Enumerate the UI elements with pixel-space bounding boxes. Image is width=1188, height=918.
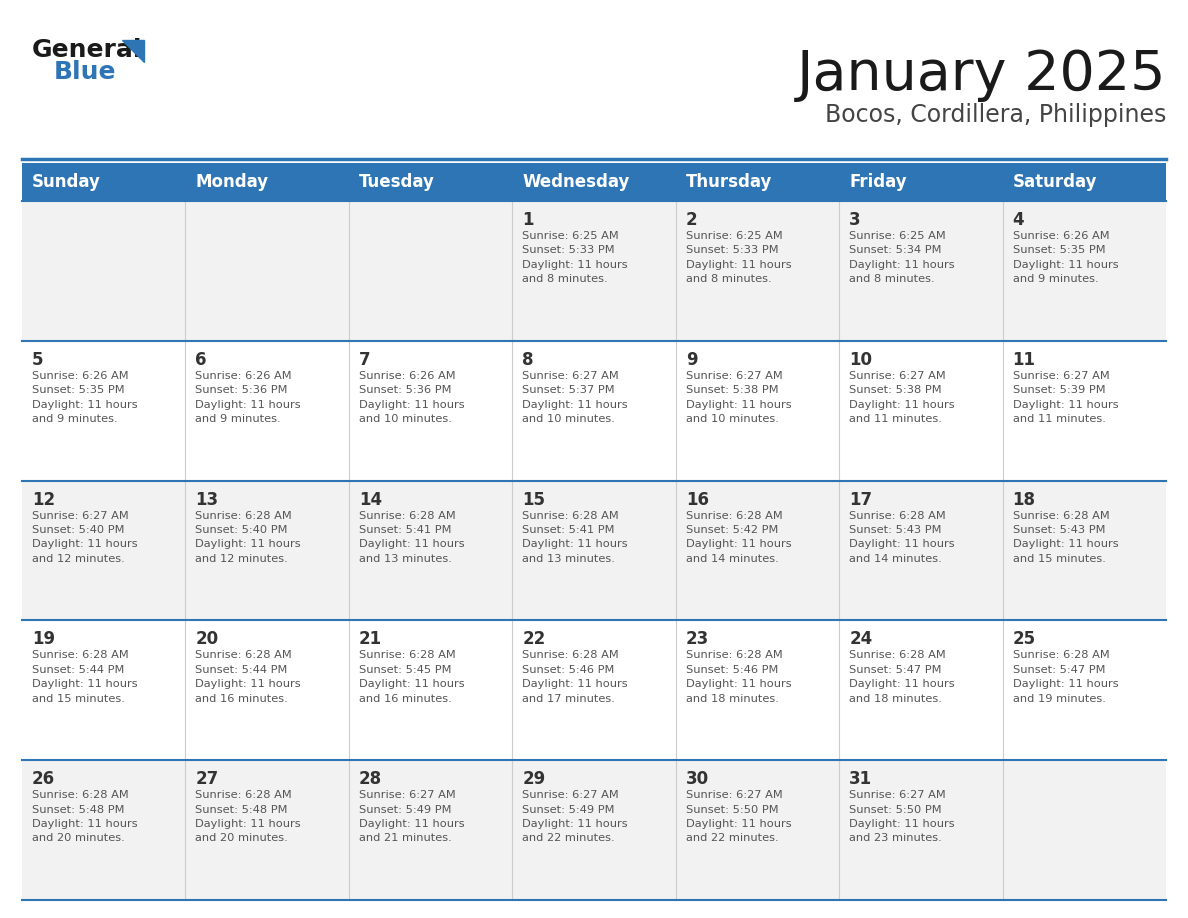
Text: Sunrise: 6:27 AM
Sunset: 5:50 PM
Daylight: 11 hours
and 23 minutes.: Sunrise: 6:27 AM Sunset: 5:50 PM Dayligh… — [849, 790, 955, 844]
Text: Sunrise: 6:27 AM
Sunset: 5:50 PM
Daylight: 11 hours
and 22 minutes.: Sunrise: 6:27 AM Sunset: 5:50 PM Dayligh… — [685, 790, 791, 844]
Text: Sunrise: 6:28 AM
Sunset: 5:46 PM
Daylight: 11 hours
and 17 minutes.: Sunrise: 6:28 AM Sunset: 5:46 PM Dayligh… — [523, 650, 628, 703]
Text: 31: 31 — [849, 770, 872, 789]
Text: Sunrise: 6:28 AM
Sunset: 5:47 PM
Daylight: 11 hours
and 18 minutes.: Sunrise: 6:28 AM Sunset: 5:47 PM Dayligh… — [849, 650, 955, 703]
Text: Sunrise: 6:28 AM
Sunset: 5:40 PM
Daylight: 11 hours
and 12 minutes.: Sunrise: 6:28 AM Sunset: 5:40 PM Dayligh… — [196, 510, 301, 564]
Bar — [23, 621, 1165, 760]
Text: Wednesday: Wednesday — [523, 173, 630, 191]
Text: Sunrise: 6:27 AM
Sunset: 5:38 PM
Daylight: 11 hours
and 11 minutes.: Sunrise: 6:27 AM Sunset: 5:38 PM Dayligh… — [849, 371, 955, 424]
Text: Sunrise: 6:26 AM
Sunset: 5:35 PM
Daylight: 11 hours
and 9 minutes.: Sunrise: 6:26 AM Sunset: 5:35 PM Dayligh… — [32, 371, 138, 424]
Text: 28: 28 — [359, 770, 383, 789]
Text: January 2025: January 2025 — [796, 48, 1165, 102]
Text: Sunrise: 6:26 AM
Sunset: 5:35 PM
Daylight: 11 hours
and 9 minutes.: Sunrise: 6:26 AM Sunset: 5:35 PM Dayligh… — [1012, 231, 1118, 285]
Text: 14: 14 — [359, 490, 383, 509]
Text: 9: 9 — [685, 351, 697, 369]
Text: Bocos, Cordillera, Philippines: Bocos, Cordillera, Philippines — [824, 103, 1165, 127]
Text: 8: 8 — [523, 351, 533, 369]
Text: Sunrise: 6:25 AM
Sunset: 5:33 PM
Daylight: 11 hours
and 8 minutes.: Sunrise: 6:25 AM Sunset: 5:33 PM Dayligh… — [523, 231, 628, 285]
Text: Blue: Blue — [53, 60, 116, 84]
Text: 17: 17 — [849, 490, 872, 509]
Text: Sunrise: 6:28 AM
Sunset: 5:41 PM
Daylight: 11 hours
and 13 minutes.: Sunrise: 6:28 AM Sunset: 5:41 PM Dayligh… — [359, 510, 465, 564]
Text: 24: 24 — [849, 631, 872, 648]
Text: Sunrise: 6:25 AM
Sunset: 5:34 PM
Daylight: 11 hours
and 8 minutes.: Sunrise: 6:25 AM Sunset: 5:34 PM Dayligh… — [849, 231, 955, 285]
Text: 18: 18 — [1012, 490, 1036, 509]
Text: 22: 22 — [523, 631, 545, 648]
Text: 4: 4 — [1012, 211, 1024, 229]
Text: Sunrise: 6:28 AM
Sunset: 5:45 PM
Daylight: 11 hours
and 16 minutes.: Sunrise: 6:28 AM Sunset: 5:45 PM Dayligh… — [359, 650, 465, 703]
Text: 23: 23 — [685, 631, 709, 648]
Text: 10: 10 — [849, 351, 872, 369]
Bar — [23, 760, 1165, 900]
Text: Sunrise: 6:28 AM
Sunset: 5:48 PM
Daylight: 11 hours
and 20 minutes.: Sunrise: 6:28 AM Sunset: 5:48 PM Dayligh… — [32, 790, 138, 844]
Text: Tuesday: Tuesday — [359, 173, 435, 191]
Polygon shape — [122, 40, 144, 62]
Bar — [23, 201, 1165, 341]
Text: Sunrise: 6:27 AM
Sunset: 5:38 PM
Daylight: 11 hours
and 10 minutes.: Sunrise: 6:27 AM Sunset: 5:38 PM Dayligh… — [685, 371, 791, 424]
Text: Sunrise: 6:27 AM
Sunset: 5:40 PM
Daylight: 11 hours
and 12 minutes.: Sunrise: 6:27 AM Sunset: 5:40 PM Dayligh… — [32, 510, 138, 564]
Text: 3: 3 — [849, 211, 861, 229]
Text: 29: 29 — [523, 770, 545, 789]
Text: 21: 21 — [359, 631, 383, 648]
Text: 30: 30 — [685, 770, 709, 789]
Text: Sunrise: 6:28 AM
Sunset: 5:47 PM
Daylight: 11 hours
and 19 minutes.: Sunrise: 6:28 AM Sunset: 5:47 PM Dayligh… — [1012, 650, 1118, 703]
Text: Sunrise: 6:27 AM
Sunset: 5:49 PM
Daylight: 11 hours
and 21 minutes.: Sunrise: 6:27 AM Sunset: 5:49 PM Dayligh… — [359, 790, 465, 844]
Text: 25: 25 — [1012, 631, 1036, 648]
Text: Sunrise: 6:25 AM
Sunset: 5:33 PM
Daylight: 11 hours
and 8 minutes.: Sunrise: 6:25 AM Sunset: 5:33 PM Dayligh… — [685, 231, 791, 285]
Text: 1: 1 — [523, 211, 533, 229]
Text: Sunrise: 6:28 AM
Sunset: 5:48 PM
Daylight: 11 hours
and 20 minutes.: Sunrise: 6:28 AM Sunset: 5:48 PM Dayligh… — [196, 790, 301, 844]
Text: 6: 6 — [196, 351, 207, 369]
Bar — [23, 481, 1165, 621]
Text: 16: 16 — [685, 490, 709, 509]
Text: Sunrise: 6:27 AM
Sunset: 5:39 PM
Daylight: 11 hours
and 11 minutes.: Sunrise: 6:27 AM Sunset: 5:39 PM Dayligh… — [1012, 371, 1118, 424]
Text: 27: 27 — [196, 770, 219, 789]
Text: Monday: Monday — [196, 173, 268, 191]
Text: Sunrise: 6:28 AM
Sunset: 5:44 PM
Daylight: 11 hours
and 15 minutes.: Sunrise: 6:28 AM Sunset: 5:44 PM Dayligh… — [32, 650, 138, 703]
Text: 13: 13 — [196, 490, 219, 509]
Text: Sunrise: 6:28 AM
Sunset: 5:44 PM
Daylight: 11 hours
and 16 minutes.: Sunrise: 6:28 AM Sunset: 5:44 PM Dayligh… — [196, 650, 301, 703]
Text: Friday: Friday — [849, 173, 906, 191]
Text: Thursday: Thursday — [685, 173, 772, 191]
Text: Sunrise: 6:28 AM
Sunset: 5:43 PM
Daylight: 11 hours
and 15 minutes.: Sunrise: 6:28 AM Sunset: 5:43 PM Dayligh… — [1012, 510, 1118, 564]
Text: Sunrise: 6:28 AM
Sunset: 5:41 PM
Daylight: 11 hours
and 13 minutes.: Sunrise: 6:28 AM Sunset: 5:41 PM Dayligh… — [523, 510, 628, 564]
Text: 5: 5 — [32, 351, 44, 369]
Bar — [23, 163, 1165, 201]
Text: 19: 19 — [32, 631, 55, 648]
Text: General: General — [32, 38, 143, 62]
Text: Sunrise: 6:26 AM
Sunset: 5:36 PM
Daylight: 11 hours
and 9 minutes.: Sunrise: 6:26 AM Sunset: 5:36 PM Dayligh… — [196, 371, 301, 424]
Text: 2: 2 — [685, 211, 697, 229]
Text: 12: 12 — [32, 490, 55, 509]
Text: Sunrise: 6:27 AM
Sunset: 5:37 PM
Daylight: 11 hours
and 10 minutes.: Sunrise: 6:27 AM Sunset: 5:37 PM Dayligh… — [523, 371, 628, 424]
Text: Sunrise: 6:26 AM
Sunset: 5:36 PM
Daylight: 11 hours
and 10 minutes.: Sunrise: 6:26 AM Sunset: 5:36 PM Dayligh… — [359, 371, 465, 424]
Text: Sunrise: 6:28 AM
Sunset: 5:42 PM
Daylight: 11 hours
and 14 minutes.: Sunrise: 6:28 AM Sunset: 5:42 PM Dayligh… — [685, 510, 791, 564]
Text: Sunrise: 6:28 AM
Sunset: 5:43 PM
Daylight: 11 hours
and 14 minutes.: Sunrise: 6:28 AM Sunset: 5:43 PM Dayligh… — [849, 510, 955, 564]
Text: Saturday: Saturday — [1012, 173, 1097, 191]
Text: 11: 11 — [1012, 351, 1036, 369]
Text: 15: 15 — [523, 490, 545, 509]
Text: Sunday: Sunday — [32, 173, 101, 191]
Text: Sunrise: 6:28 AM
Sunset: 5:46 PM
Daylight: 11 hours
and 18 minutes.: Sunrise: 6:28 AM Sunset: 5:46 PM Dayligh… — [685, 650, 791, 703]
Text: 20: 20 — [196, 631, 219, 648]
Text: Sunrise: 6:27 AM
Sunset: 5:49 PM
Daylight: 11 hours
and 22 minutes.: Sunrise: 6:27 AM Sunset: 5:49 PM Dayligh… — [523, 790, 628, 844]
Text: 26: 26 — [32, 770, 55, 789]
Bar — [23, 341, 1165, 481]
Text: 7: 7 — [359, 351, 371, 369]
